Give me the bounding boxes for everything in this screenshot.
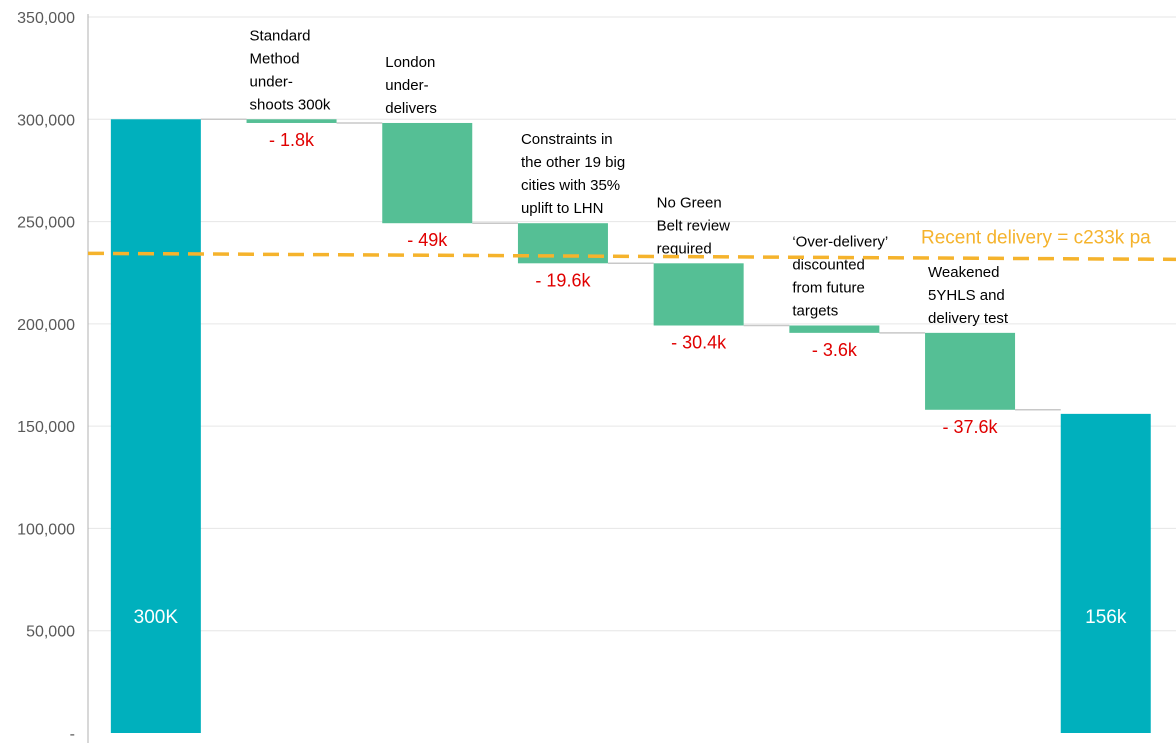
category-label: Standard [250, 27, 311, 44]
decrease-bar [653, 263, 744, 326]
category-label: Belt review [657, 217, 731, 234]
delta-value-label: - 37.6k [943, 417, 999, 437]
category-label: ‘Over-delivery’ [792, 233, 888, 250]
reference-line-label: Recent delivery = c233k pa [921, 227, 1151, 248]
category-label: shoots 300k [250, 96, 331, 113]
decrease-bar [925, 332, 1016, 410]
total-bar [1060, 413, 1151, 733]
decrease-bar [382, 122, 473, 224]
y-tick-label: 150,000 [17, 419, 75, 436]
delta-value-label: - 19.6k [535, 270, 591, 290]
category-label: cities with 35% [521, 177, 620, 194]
category-label: discounted [792, 256, 865, 273]
category-label: 5YHLS and [928, 287, 1005, 304]
category-label: London [385, 54, 435, 71]
category-label: delivers [385, 100, 437, 117]
delta-value-label: - 1.8k [269, 130, 315, 150]
category-label: under- [250, 73, 293, 90]
category-label: Constraints in [521, 131, 613, 148]
category-label: required [657, 240, 712, 257]
total-value-label: 156k [1085, 607, 1127, 628]
y-tick-label: 200,000 [17, 317, 75, 334]
category-label: under- [385, 77, 428, 94]
category-label: from future [792, 279, 865, 296]
category-label: No Green [657, 194, 722, 211]
y-tick-label: 350,000 [17, 10, 75, 27]
category-label: targets [792, 302, 838, 319]
category-label: delivery test [928, 310, 1009, 327]
category-label: uplift to LHN [521, 200, 604, 217]
decrease-bar [789, 325, 880, 333]
total-value-label: 300K [134, 607, 179, 628]
y-tick-label: - [70, 726, 75, 743]
category-label: the other 19 big [521, 154, 625, 171]
total-bar [110, 119, 201, 734]
category-label: Method [250, 50, 300, 67]
category-label: Weakened [928, 264, 999, 281]
y-tick-label: 300,000 [17, 112, 75, 129]
y-tick-label: 50,000 [26, 624, 75, 641]
decrease-bar [246, 119, 337, 123]
y-tick-label: 100,000 [17, 521, 75, 538]
delta-value-label: - 30.4k [671, 332, 727, 352]
y-tick-label: 250,000 [17, 215, 75, 232]
delta-value-label: - 3.6k [812, 340, 858, 360]
reference-line [87, 251, 1176, 262]
delta-value-label: - 49k [407, 230, 448, 250]
